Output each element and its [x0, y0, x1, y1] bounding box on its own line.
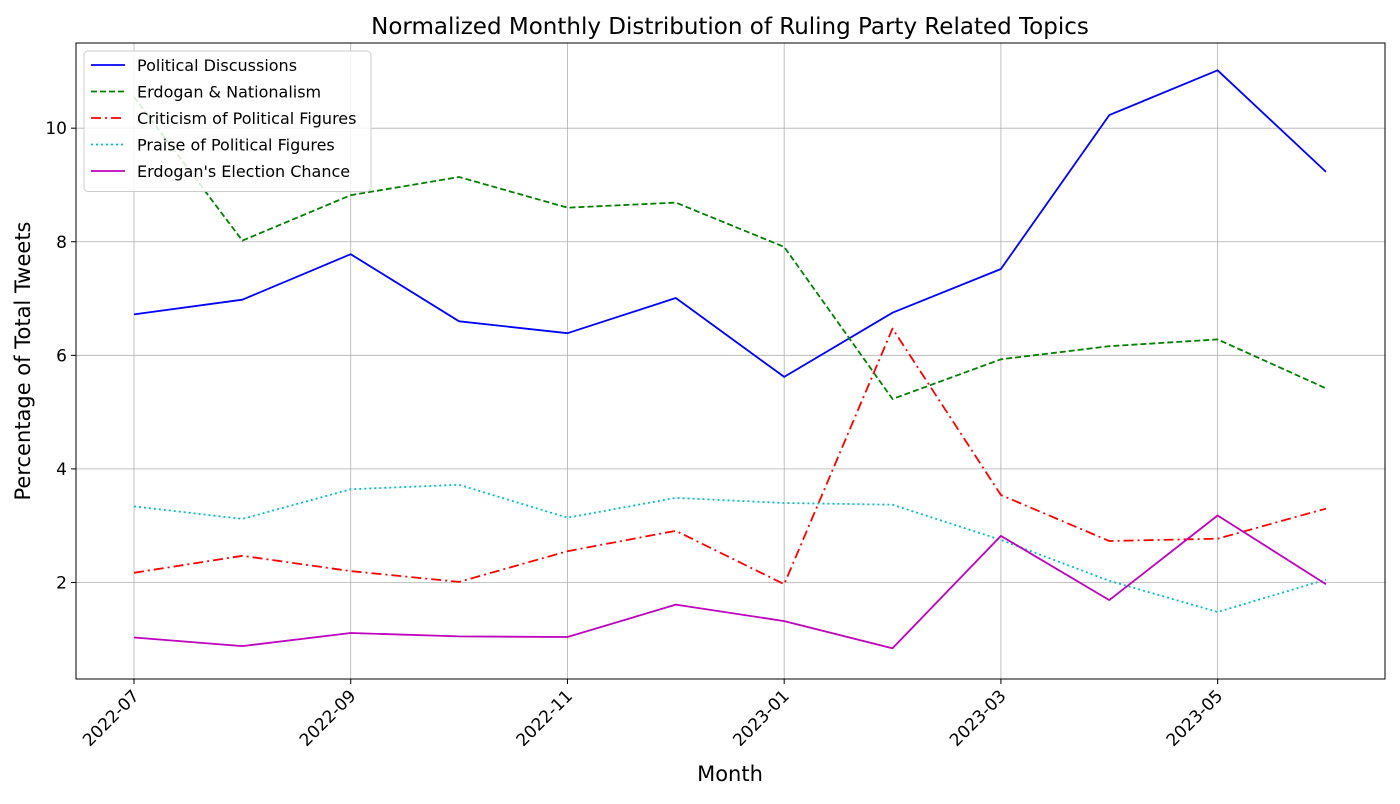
x-axis-label: Month	[697, 762, 763, 786]
x-tick-label: 2023-03	[946, 686, 1010, 750]
x-tick-label: 2023-01	[729, 686, 793, 750]
series-line-2	[133, 96, 1327, 400]
y-axis: 2 4 6 8 10	[45, 119, 76, 593]
legend-label: Praise of Political Figures	[137, 136, 335, 155]
legend-label: Criticism of Political Figures	[137, 109, 356, 128]
y-tick-label: 2	[56, 573, 67, 593]
series-lines	[133, 69, 1327, 650]
series-line-1	[133, 69, 1327, 378]
plot-area-frame	[75, 42, 1386, 680]
x-tick-label: 2023-05	[1163, 686, 1227, 750]
series-line-4	[133, 483, 1327, 613]
series-line-3	[133, 327, 1327, 586]
legend-box	[83, 50, 372, 192]
legend-label: Erdogan & Nationalism	[137, 83, 321, 102]
y-tick-label: 4	[56, 460, 67, 480]
series-line-5	[133, 514, 1327, 650]
legend-label: Erdogan's Election Chance	[137, 162, 350, 181]
y-tick-label: 6	[56, 346, 67, 366]
chart-title: Normalized Monthly Distribution of Rulin…	[371, 14, 1089, 40]
legend-label: Political Discussions	[137, 56, 297, 75]
legend: Political Discussions Erdogan & Nationali…	[83, 50, 372, 192]
y-axis-label: Percentage of Total Tweets	[11, 222, 35, 501]
x-tick-label: 2022-09	[296, 686, 360, 750]
y-tick-label: 10	[45, 119, 67, 139]
y-tick-label: 8	[56, 233, 67, 253]
x-tick-label: 2022-07	[79, 686, 143, 750]
x-tick-label: 2022-11	[513, 686, 577, 750]
x-axis: 2022-07 2022-09 2022-11 2023-01 2023-03 2023-…	[79, 679, 1227, 751]
